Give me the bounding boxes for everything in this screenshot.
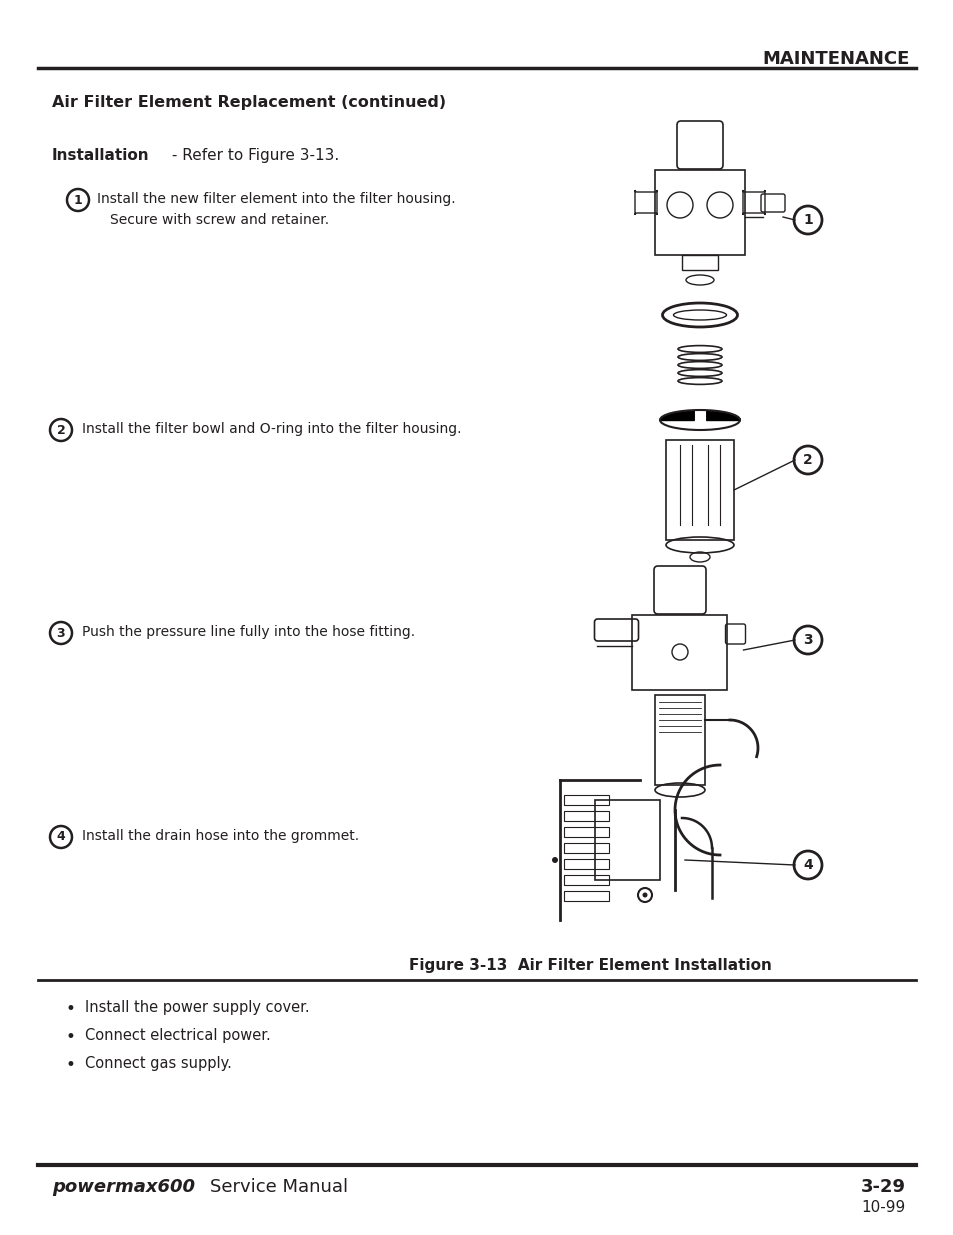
Text: Connect gas supply.: Connect gas supply.: [85, 1056, 232, 1071]
Text: 4: 4: [802, 858, 812, 872]
Circle shape: [552, 857, 558, 863]
Text: MAINTENANCE: MAINTENANCE: [761, 49, 909, 68]
Text: •: •: [65, 1056, 75, 1074]
Text: Install the drain hose into the grommet.: Install the drain hose into the grommet.: [82, 829, 358, 844]
Text: 1: 1: [73, 194, 82, 206]
Ellipse shape: [673, 310, 726, 320]
Text: 3: 3: [56, 626, 65, 640]
Text: •: •: [65, 1000, 75, 1018]
Text: Connect electrical power.: Connect electrical power.: [85, 1028, 271, 1044]
Text: 4: 4: [56, 830, 66, 844]
Text: Install the new filter element into the filter housing.: Install the new filter element into the …: [97, 191, 456, 206]
Text: Air Filter Element Replacement (continued): Air Filter Element Replacement (continue…: [52, 95, 446, 110]
Text: 2: 2: [56, 424, 66, 436]
Text: 3: 3: [802, 634, 812, 647]
Text: - Refer to Figure 3-13.: - Refer to Figure 3-13.: [167, 148, 339, 163]
Text: powermax600: powermax600: [52, 1178, 194, 1195]
Text: Secure with screw and retainer.: Secure with screw and retainer.: [110, 212, 329, 227]
Text: Figure 3-13  Air Filter Element Installation: Figure 3-13 Air Filter Element Installat…: [408, 958, 771, 973]
Text: 3-29: 3-29: [861, 1178, 905, 1195]
Text: Install the filter bowl and O-ring into the filter housing.: Install the filter bowl and O-ring into …: [82, 422, 461, 436]
Text: Push the pressure line fully into the hose fitting.: Push the pressure line fully into the ho…: [82, 625, 415, 638]
Text: Installation: Installation: [52, 148, 150, 163]
Text: 10-99: 10-99: [861, 1200, 905, 1215]
Text: Service Manual: Service Manual: [210, 1178, 348, 1195]
Text: 1: 1: [802, 212, 812, 227]
Text: 2: 2: [802, 453, 812, 467]
Circle shape: [641, 893, 647, 898]
Text: •: •: [65, 1028, 75, 1046]
Text: Install the power supply cover.: Install the power supply cover.: [85, 1000, 310, 1015]
